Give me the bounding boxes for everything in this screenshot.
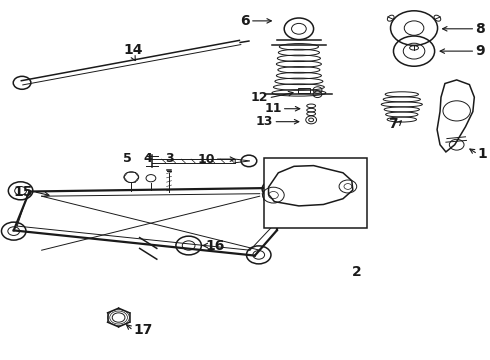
- Circle shape: [8, 182, 33, 200]
- Text: 1: 1: [478, 147, 488, 161]
- Text: 2: 2: [352, 265, 362, 279]
- Circle shape: [176, 236, 201, 255]
- Text: 3: 3: [165, 152, 173, 165]
- Circle shape: [262, 180, 287, 198]
- Text: 10: 10: [197, 153, 215, 166]
- Text: 14: 14: [123, 43, 143, 57]
- Text: 15: 15: [14, 185, 33, 198]
- Text: 17: 17: [133, 324, 153, 337]
- Text: 7: 7: [388, 117, 398, 131]
- Text: 6: 6: [240, 14, 250, 28]
- Text: 5: 5: [123, 152, 132, 165]
- Text: 9: 9: [475, 44, 485, 58]
- Text: 12: 12: [251, 91, 269, 104]
- Circle shape: [1, 222, 26, 240]
- Circle shape: [246, 246, 271, 264]
- Text: 4: 4: [144, 152, 152, 165]
- Text: 16: 16: [206, 239, 225, 252]
- Bar: [264, 158, 367, 228]
- Text: 11: 11: [264, 102, 282, 115]
- Text: 13: 13: [256, 115, 273, 128]
- Text: 8: 8: [475, 22, 485, 36]
